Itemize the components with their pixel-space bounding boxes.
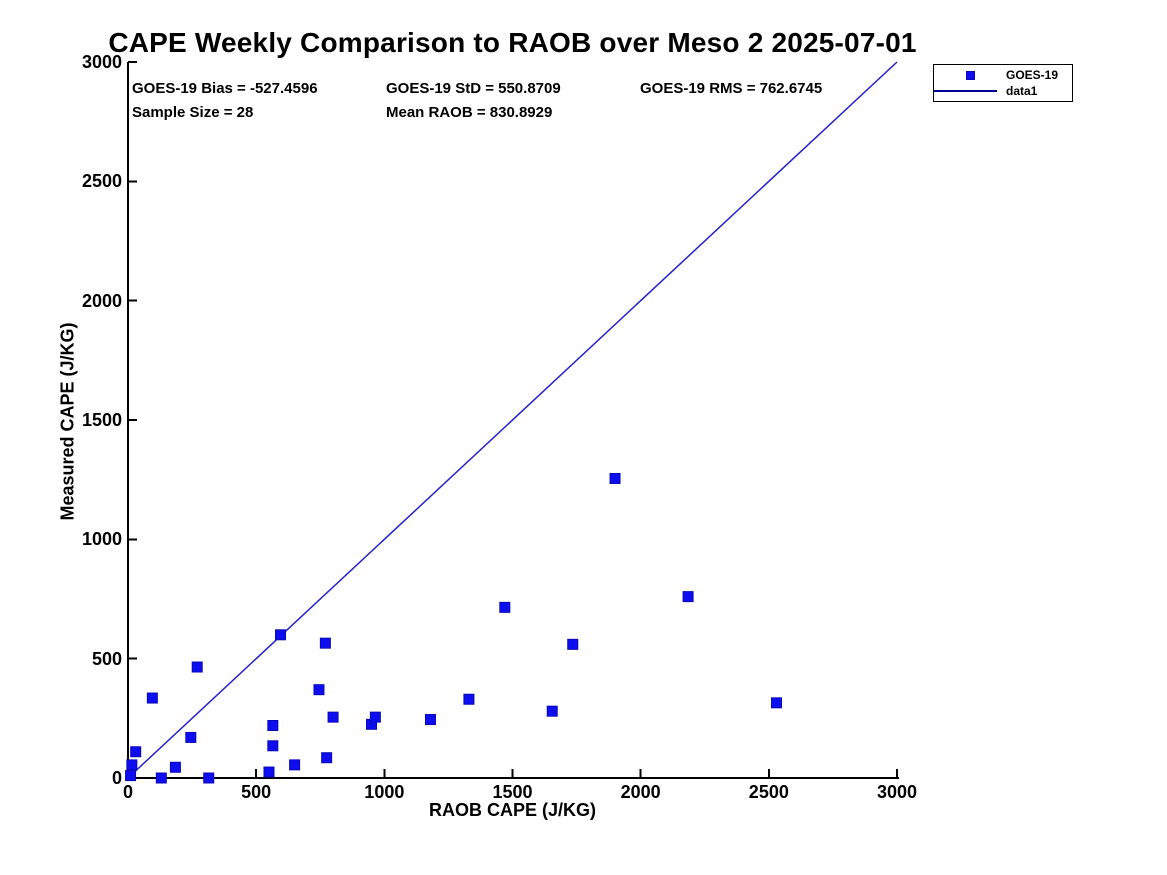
scatter-point — [546, 705, 558, 717]
legend-entry-goes19: GOES-19 — [934, 67, 1072, 83]
y-tick-label: 0 — [111, 768, 122, 788]
legend-label: data1 — [1006, 84, 1038, 98]
stat-sample-size: Sample Size = 28 — [132, 104, 254, 121]
scatter-point — [682, 591, 694, 603]
legend-swatch — [934, 90, 1006, 92]
scatter-point — [125, 770, 137, 782]
y-tick-label: 3000 — [81, 52, 122, 72]
scatter-point — [203, 772, 215, 784]
legend-swatch — [934, 70, 1006, 80]
scatter-point — [146, 692, 158, 704]
scatter-point — [169, 761, 181, 773]
scatter-point — [313, 684, 325, 696]
x-tick-label: 0 — [122, 782, 134, 802]
scatter-point — [191, 661, 203, 673]
y-tick-label: 2000 — [81, 290, 122, 311]
x-tick-label: 1000 — [364, 782, 405, 802]
scatter-point — [319, 637, 331, 649]
scatter-point — [327, 711, 339, 723]
scatter-point — [289, 759, 301, 771]
scatter-point — [424, 714, 436, 726]
scatter-point — [263, 766, 275, 778]
scatter-point — [463, 693, 475, 705]
x-tick-label: 2500 — [748, 782, 789, 802]
y-tick-label: 500 — [91, 648, 122, 669]
line-sample-icon — [934, 90, 997, 92]
scatter-point — [130, 746, 142, 758]
legend-label: GOES-19 — [1006, 68, 1059, 82]
chart-title: CAPE Weekly Comparison to RAOB over Meso… — [108, 27, 917, 58]
scatter-point — [567, 638, 579, 650]
stat-std: GOES-19 StD = 550.8709 — [386, 80, 561, 97]
stat-rms: GOES-19 RMS = 762.6745 — [640, 80, 823, 97]
scatter-point — [275, 629, 287, 641]
scatter-point — [185, 731, 197, 743]
identity-line — [127, 61, 898, 779]
x-tick-label: 2000 — [620, 782, 661, 802]
x-tick-label: 500 — [241, 782, 272, 802]
x-tick-label: 1500 — [492, 782, 533, 802]
y-tick-label: 1500 — [81, 410, 122, 430]
scatter-point — [609, 472, 621, 484]
scatter-point — [155, 772, 167, 784]
scatter-point — [126, 759, 138, 771]
legend-entry-data1: data1 — [934, 83, 1072, 99]
x-axis-label: RAOB CAPE (J/KG) — [428, 800, 596, 820]
square-marker-icon — [965, 70, 975, 80]
scatter-point — [771, 697, 783, 709]
scatter-point — [267, 719, 279, 731]
x-tick-label: 3000 — [876, 782, 918, 802]
stat-bias: GOES-19 Bias = -527.4596 — [132, 80, 318, 97]
scatter-point — [321, 752, 333, 764]
scatter-point — [499, 601, 511, 613]
y-tick-label: 1000 — [81, 529, 122, 550]
legend-box: GOES-19 data1 — [933, 64, 1073, 102]
scatter-point — [369, 711, 381, 723]
y-tick-label: 2500 — [81, 171, 122, 192]
scatter-point — [267, 740, 279, 752]
stat-mean-raob: Mean RAOB = 830.8929 — [386, 104, 553, 121]
